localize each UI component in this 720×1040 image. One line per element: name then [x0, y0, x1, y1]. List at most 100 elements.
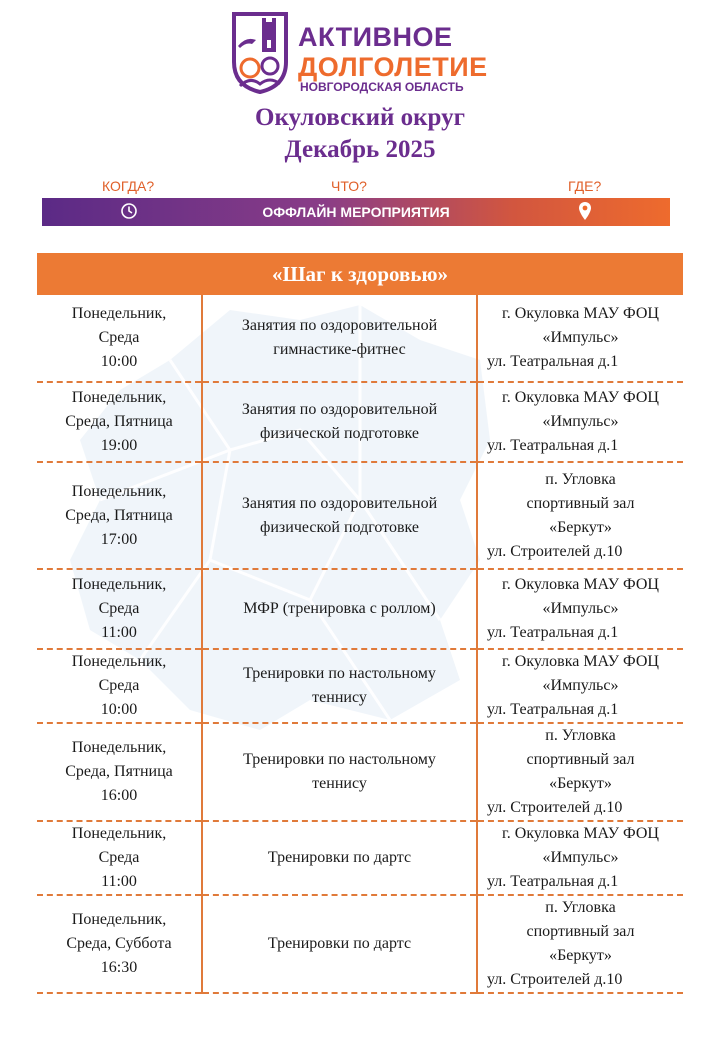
location-line: п. Угловка — [545, 470, 616, 488]
band-label: ОФФЛАЙН МЕРОПРИЯТИЯ — [262, 204, 450, 220]
location-line: ул. Театральная д.1 — [487, 437, 619, 454]
when-line: Понедельник, — [71, 389, 167, 406]
when-line: 17:00 — [100, 530, 138, 548]
activity-cell: Занятия по оздоровительной физической под… — [202, 462, 478, 570]
location-line: г. Окуловка МАУ ФОЦ — [502, 576, 659, 593]
schedule-row: Понедельник, Среда, Пятница 17:00 Занятия п… — [37, 462, 683, 570]
activity-cell: Тренировки по дартс — [202, 821, 478, 896]
schedule-row: Понедельник, Среда 11:00 МФР (тренировка с … — [37, 569, 683, 650]
what-label: ЧТО? — [331, 178, 367, 194]
activity-line: физической подготовке — [260, 518, 419, 536]
when-line: 11:00 — [101, 873, 137, 890]
location-line: г. Окуловка МАУ ФОЦ — [502, 653, 659, 670]
when-line: 16:30 — [100, 959, 138, 976]
when-line: Среда — [98, 849, 140, 866]
logo-emblem-icon — [232, 12, 288, 94]
schedule-row: Понедельник, Среда 11:00 Тренировки по дарт… — [37, 821, 683, 896]
when-line: 16:00 — [100, 787, 138, 804]
location-cell: г. Окуловка МАУ ФОЦ «Импульс» ул. Театраль… — [477, 382, 683, 463]
when-line: Понедельник, — [71, 576, 167, 593]
when-line: Понедельник, — [71, 825, 167, 842]
activity-line: Тренировки по настольному — [243, 751, 436, 768]
logo-line-1: АКТИВНОЕ — [298, 22, 453, 52]
location-line: ул. Строителей д.10 — [487, 799, 623, 816]
activity-line: МФР (тренировка с роллом) — [243, 600, 436, 617]
when-cell: Понедельник, Среда 10:00 — [37, 649, 203, 724]
schedule-table: Понедельник, Среда 10:00 Занятия по оздоров… — [37, 295, 683, 994]
activity-cell: Занятия по оздоровительной физической под… — [202, 382, 478, 463]
activity-cell: Занятия по оздоровительной гимнастике-фит… — [202, 295, 478, 383]
location-line: «Импульс» — [542, 849, 619, 866]
when-line: Среда — [98, 329, 140, 346]
location-line: спортивный зал — [526, 923, 635, 940]
when-line: Среда — [98, 677, 140, 694]
when-line: 10:00 — [100, 353, 138, 370]
when-line: Среда, Пятница — [65, 413, 173, 430]
location-line: г. Окуловка МАУ ФОЦ — [502, 389, 659, 406]
when-cell: Понедельник, Среда, Суббота 16:30 — [37, 895, 203, 994]
when-line: Понедельник, — [71, 739, 167, 756]
location-line: ул. Строителей д.10 — [487, 542, 623, 560]
location-pin-icon — [579, 202, 591, 220]
location-line: «Беркут» — [549, 775, 612, 792]
location-cell: г. Окуловка МАУ ФОЦ «Импульс» ул. Театраль… — [477, 821, 683, 896]
activity-line: теннису — [312, 775, 367, 792]
when-line: Среда — [98, 600, 140, 617]
activity-line: теннису — [312, 689, 367, 706]
location-line: спортивный зал — [526, 751, 635, 768]
activity-line: гимнастике-фитнес — [273, 341, 406, 358]
activity-line: Занятия по оздоровительной — [241, 494, 438, 512]
location-line: «Импульс» — [542, 413, 619, 430]
schedule-row: Понедельник, Среда 10:00 Занятия по оздоров… — [37, 295, 683, 383]
activity-line: Занятия по оздоровительной — [241, 401, 438, 418]
when-line: Среда, Пятница — [65, 763, 173, 780]
when-line: Понедельник, — [71, 305, 167, 322]
location-line: «Беркут» — [549, 518, 612, 536]
activity-line: физической подготовке — [260, 425, 419, 442]
activity-cell: Тренировки по настольному теннису — [202, 649, 478, 724]
when-line: Понедельник, — [71, 482, 167, 500]
location-line: ул. Театральная д.1 — [487, 353, 619, 370]
logo: АКТИВНОЕ ДОЛГОЛЕТИЕ НОВГОРОДСКАЯ ОБЛАСТЬ — [228, 10, 498, 94]
category-band: ОФФЛАЙН МЕРОПРИЯТИЯ — [42, 198, 670, 226]
when-cell: Понедельник, Среда 11:00 — [37, 569, 203, 650]
location-cell: г. Окуловка МАУ ФОЦ «Импульс» ул. Театраль… — [477, 649, 683, 724]
activity-line: Занятия по оздоровительной — [241, 317, 438, 334]
location-line: ул. Театральная д.1 — [487, 701, 619, 718]
when-cell: Понедельник, Среда, Пятница 16:00 — [37, 723, 203, 822]
schedule-row: Понедельник, Среда, Пятница 16:00 Тренировк… — [37, 723, 683, 822]
location-cell: п. Угловка спортивный зал «Беркут» ул. Стро… — [477, 723, 683, 822]
when-line: 19:00 — [100, 437, 138, 454]
location-cell: г. Окуловка МАУ ФОЦ «Импульс» ул. Театраль… — [477, 295, 683, 383]
when-line: Понедельник, — [71, 911, 167, 928]
activity-cell: Тренировки по дартс — [202, 895, 478, 994]
when-cell: Понедельник, Среда 10:00 — [37, 295, 203, 383]
location-line: «Импульс» — [542, 677, 619, 694]
schedule-row: Понедельник, Среда 10:00 Тренировки по наст… — [37, 649, 683, 724]
location-line: ул. Театральная д.1 — [487, 873, 619, 890]
activity-cell: Тренировки по настольному теннису — [202, 723, 478, 822]
logo-line-3: НОВГОРОДСКАЯ ОБЛАСТЬ — [300, 80, 464, 94]
location-line: «Импульс» — [542, 329, 619, 346]
when-line: Среда, Пятница — [65, 506, 173, 524]
when-cell: Понедельник, Среда, Пятница 19:00 — [37, 382, 203, 463]
month-title: Декабрь 2025 — [284, 136, 436, 163]
activity-line: Тренировки по настольному — [243, 665, 436, 682]
activity-line: Тренировки по дартс — [267, 849, 412, 866]
location-line: спортивный зал — [526, 494, 635, 512]
when-line: 11:00 — [101, 624, 137, 641]
when-line: 10:00 — [100, 701, 138, 718]
location-line: п. Угловка — [545, 727, 616, 744]
location-line: г. Окуловка МАУ ФОЦ — [502, 825, 659, 842]
location-line: «Беркут» — [549, 947, 612, 964]
district-title: Окуловский округ — [255, 104, 465, 131]
when-cell: Понедельник, Среда 11:00 — [37, 821, 203, 896]
logo-line-2: ДОЛГОЛЕТИЕ — [298, 52, 488, 82]
location-cell: г. Окуловка МАУ ФОЦ «Импульс» ул. Театраль… — [477, 569, 683, 650]
location-line: «Импульс» — [542, 600, 619, 617]
location-cell: п. Угловка спортивный зал «Беркут» ул. Стро… — [477, 462, 683, 570]
location-line: п. Угловка — [545, 899, 616, 916]
when-line: Понедельник, — [71, 653, 167, 670]
location-line: г. Окуловка МАУ ФОЦ — [502, 305, 659, 322]
clock-icon — [121, 203, 137, 219]
